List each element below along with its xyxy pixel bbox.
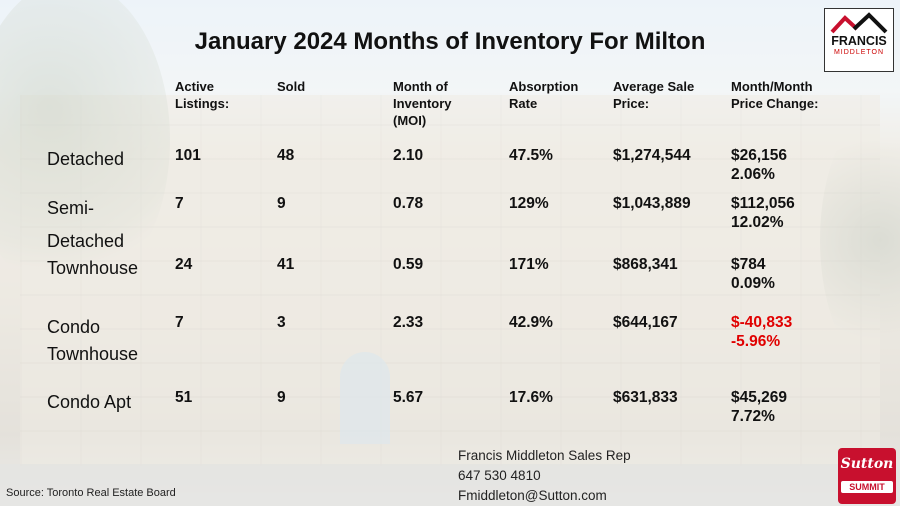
contact-phone: 647 530 4810	[458, 468, 541, 483]
cell-sold: 48	[277, 147, 295, 164]
cell-sold: 3	[277, 314, 286, 331]
contact-email: Fmiddleton@Sutton.com	[458, 488, 607, 503]
cell-absorption: 129%	[509, 195, 549, 212]
cell-price: $1,274,544	[613, 147, 691, 164]
cell-change: $112,056 12.02%	[731, 195, 795, 231]
header-average-sale-price: Average Sale Price:	[613, 79, 695, 111]
roof-icon	[830, 12, 888, 34]
sutton-sub: SUMMIT	[841, 481, 893, 493]
sutton-brand: Sutton	[840, 456, 894, 472]
cell-price: $1,043,889	[613, 195, 691, 212]
cell-active: 7	[175, 314, 184, 331]
cell-change-negative: $-40,833 -5.96%	[731, 314, 793, 350]
row-label-condo-townhouse: Condo Townhouse	[47, 317, 139, 364]
cell-price: $868,341	[613, 256, 678, 273]
cell-active: 101	[175, 147, 201, 164]
row-label-semi-detached: Semi- Detached	[47, 198, 125, 251]
header-active-listings: Active Listings:	[175, 79, 230, 111]
cell-change: $45,269 7.72%	[731, 389, 788, 425]
sutton-logo: Sutton SUMMIT	[838, 448, 896, 504]
cell-sold: 9	[277, 195, 286, 212]
cell-absorption: 171%	[509, 256, 549, 273]
cell-price: $644,167	[613, 314, 678, 331]
row-label-townhouse: Townhouse	[47, 258, 139, 278]
cell-price: $631,833	[613, 389, 678, 406]
cell-sold: 9	[277, 389, 286, 406]
cell-moi: 0.78	[393, 195, 424, 212]
header-absorption-rate: Absorption Rate	[509, 79, 579, 111]
logo-line2: MIDDLETON	[833, 49, 885, 56]
cell-absorption: 47.5%	[509, 147, 553, 164]
row-label-detached: Detached	[47, 149, 125, 169]
header-price-change: Month/Month Price Change:	[731, 79, 819, 111]
page-title: January 2024 Months of Inventory For Mil…	[194, 28, 706, 55]
cell-moi: 2.33	[393, 314, 424, 331]
header-sold: Sold	[277, 79, 306, 94]
cell-active: 24	[175, 256, 193, 273]
logo-line1: FRANCIS	[831, 34, 887, 48]
row-label-condo-apt: Condo Apt	[47, 392, 132, 412]
cell-moi: 0.59	[393, 256, 424, 273]
header-moi: Month of Inventory (MOI)	[393, 79, 452, 128]
cell-moi: 2.10	[393, 147, 424, 164]
cell-moi: 5.67	[393, 389, 424, 406]
francis-middleton-logo: FRANCIS MIDDLETON	[824, 8, 894, 72]
contact-name: Francis Middleton Sales Rep	[458, 448, 631, 463]
cell-change: $784 0.09%	[731, 256, 775, 292]
cell-absorption: 17.6%	[509, 389, 553, 406]
cell-absorption: 42.9%	[509, 314, 553, 331]
cell-active: 51	[175, 389, 193, 406]
cell-sold: 41	[277, 256, 295, 273]
source-note: Source: Toronto Real Estate Board	[6, 487, 176, 499]
cell-active: 7	[175, 195, 184, 212]
cell-change: $26,156 2.06%	[731, 147, 788, 183]
